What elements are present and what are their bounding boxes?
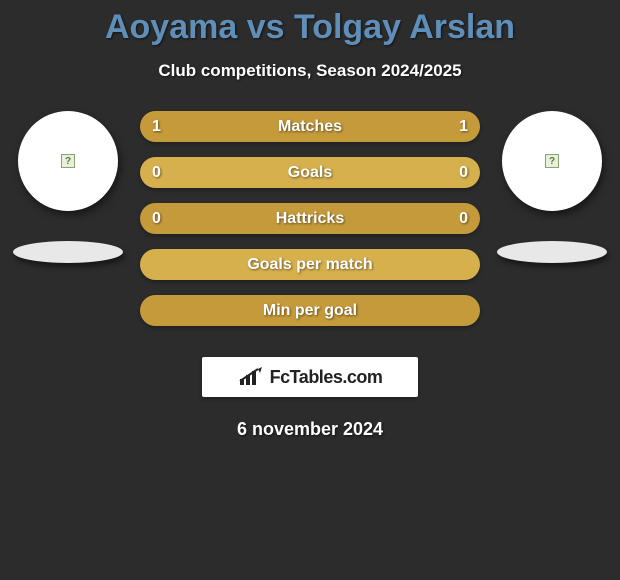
image-placeholder-icon: ? — [545, 154, 559, 168]
stat-label: Goals per match — [247, 256, 372, 274]
stat-right-value: 1 — [459, 118, 468, 136]
subtitle: Club competitions, Season 2024/2025 — [0, 61, 620, 81]
avatar-shadow-right — [497, 241, 607, 263]
stat-row-hattricks: 0 Hattricks 0 — [140, 203, 480, 234]
stat-row-matches: 1 Matches 1 — [140, 111, 480, 142]
stat-label: Goals — [288, 164, 332, 182]
stat-row-min-per-goal: Min per goal — [140, 295, 480, 326]
date-label: 6 november 2024 — [0, 419, 620, 440]
stat-row-goals-per-match: Goals per match — [140, 249, 480, 280]
player-left: ? — [8, 111, 128, 263]
stat-row-goals: 0 Goals 0 — [140, 157, 480, 188]
player-right: ? — [492, 111, 612, 263]
avatar-shadow-left — [13, 241, 123, 263]
stat-label: Min per goal — [263, 302, 357, 320]
stats-list: 1 Matches 1 0 Goals 0 0 Hattricks 0 Goal… — [140, 111, 480, 326]
avatar-right: ? — [502, 111, 602, 211]
stat-left-value: 0 — [152, 164, 161, 182]
stat-label: Hattricks — [276, 210, 344, 228]
comparison-block: ? ? 1 Matches 1 0 Goals 0 0 Hattricks 0 … — [0, 111, 620, 341]
page-title: Aoyama vs Tolgay Arslan — [0, 0, 620, 47]
brand-text: FcTables.com — [270, 367, 383, 388]
bar-chart-icon — [238, 367, 264, 387]
stat-right-value: 0 — [459, 210, 468, 228]
image-placeholder-icon: ? — [61, 154, 75, 168]
stat-label: Matches — [278, 118, 342, 136]
avatar-left: ? — [18, 111, 118, 211]
stat-left-value: 1 — [152, 118, 161, 136]
brand-logo: FcTables.com — [202, 357, 418, 397]
stat-right-value: 0 — [459, 164, 468, 182]
stat-left-value: 0 — [152, 210, 161, 228]
